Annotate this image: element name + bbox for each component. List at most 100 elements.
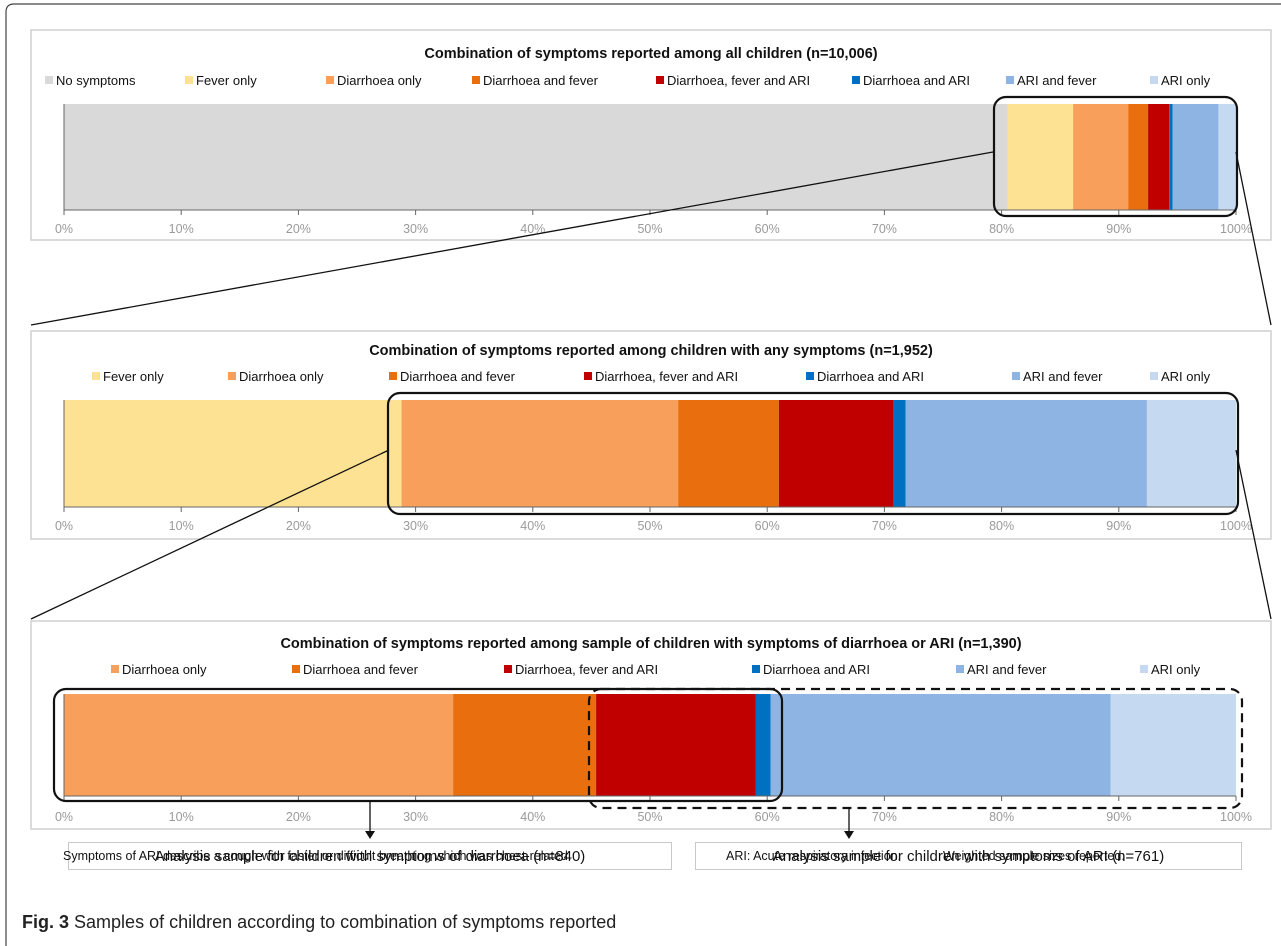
legend-label-diarrhoea-fever-and-ari: Diarrhoea, fever and ARI <box>667 73 810 88</box>
x-tick-label: 50% <box>637 222 662 236</box>
legend-label-diarrhoea-fever-and-ari: Diarrhoea, fever and ARI <box>595 369 738 384</box>
bar-segment-fever-only <box>64 400 402 507</box>
legend-swatch-diarrhoea-fever-and-ari <box>584 372 592 380</box>
legend-swatch-fever-only <box>185 76 193 84</box>
bar-segment-ari-and-fever <box>1172 104 1219 210</box>
zoom-line-2-right <box>1235 449 1272 620</box>
legend-swatch-ari-only <box>1150 76 1158 84</box>
bar-segment-diarrhoea-and-fever <box>1128 104 1149 210</box>
legend-label-diarrhoea-and-ari: Diarrhoea and ARI <box>763 662 870 677</box>
legend-label-no-symptoms: No symptoms <box>56 73 136 88</box>
legend-label-diarrhoea-only: Diarrhoea only <box>337 73 422 88</box>
note-ari-definition: Symptoms of ARI describe a cough with fa… <box>63 849 572 863</box>
x-tick-label: 40% <box>520 810 545 824</box>
panel-2-frame <box>30 330 1272 540</box>
x-tick-label: 40% <box>520 222 545 236</box>
bar-segment-ari-only <box>1146 400 1236 507</box>
x-tick-label: 0% <box>55 222 73 236</box>
zoom-line-1-right <box>1235 151 1272 326</box>
bar-segment-diarrhoea-and-ari <box>893 400 906 507</box>
legend-swatch-diarrhoea-and-fever <box>292 665 300 673</box>
legend-label-diarrhoea-and-fever: Diarrhoea and fever <box>400 369 516 384</box>
x-tick-label: 70% <box>872 810 897 824</box>
bar-segment-diarrhoea-and-ari <box>755 694 771 796</box>
x-tick-label: 90% <box>1106 810 1131 824</box>
bar-segment-diarrhoea-and-fever <box>453 694 597 796</box>
figure-frame <box>5 3 1281 946</box>
figure-caption-text: Samples of children according to combina… <box>74 912 617 932</box>
bar-segment-ari-only <box>1218 104 1236 210</box>
bar-segment-diarrhoea-and-fever <box>678 400 779 507</box>
bar-segment-diarrhoea-fever-and-ari <box>1148 104 1170 210</box>
legend-label-ari-and-fever: ARI and fever <box>1023 369 1103 384</box>
analysis-sample-ari: Analysis sample for children with sympto… <box>695 842 1242 870</box>
legend-swatch-diarrhoea-only <box>228 372 236 380</box>
legend-label-diarrhoea-only: Diarrhoea only <box>239 369 324 384</box>
x-tick-label: 10% <box>169 519 194 533</box>
legend-label-diarrhoea-and-fever: Diarrhoea and fever <box>483 73 599 88</box>
bar-segment-diarrhoea-and-ari <box>1169 104 1173 210</box>
x-tick-label: 70% <box>872 222 897 236</box>
zoom-line-1-left <box>30 151 994 326</box>
legend-swatch-diarrhoea-fever-and-ari <box>504 665 512 673</box>
x-tick-label: 20% <box>286 810 311 824</box>
x-tick-label: 80% <box>989 519 1014 533</box>
x-tick-label: 0% <box>55 810 73 824</box>
note-ari-abbrev: ARI: Acute respiratory infection. <box>726 849 902 863</box>
panel-1-frame <box>30 29 1272 241</box>
x-tick-label: 90% <box>1106 519 1131 533</box>
legend-swatch-no-symptoms <box>45 76 53 84</box>
diarrhoea-arrow-head <box>365 831 375 839</box>
bar-segment-ari-and-fever <box>770 694 1111 796</box>
x-tick-label: 60% <box>755 810 780 824</box>
legend-swatch-diarrhoea-and-fever <box>472 76 480 84</box>
legend-swatch-fever-only <box>92 372 100 380</box>
x-tick-label: 70% <box>872 519 897 533</box>
legend-swatch-diarrhoea-and-fever <box>389 372 397 380</box>
legend-swatch-ari-and-fever <box>956 665 964 673</box>
figure-label: Fig. 3 <box>22 912 70 932</box>
x-tick-label: 20% <box>286 222 311 236</box>
legend-label-diarrhoea-and-fever: Diarrhoea and fever <box>303 662 419 677</box>
x-tick-label: 100% <box>1220 519 1252 533</box>
legend-swatch-diarrhoea-and-ari <box>806 372 814 380</box>
x-tick-label: 0% <box>55 519 73 533</box>
bar-segment-diarrhoea-only <box>401 400 679 507</box>
x-tick-label: 30% <box>403 810 428 824</box>
x-tick-label: 50% <box>637 810 662 824</box>
legend-swatch-ari-only <box>1150 372 1158 380</box>
x-tick-label: 80% <box>989 810 1014 824</box>
analysis-sample-diarrhoea: Analysis sample for children with sympto… <box>68 842 672 870</box>
x-tick-label: 20% <box>286 519 311 533</box>
zoom-line-2-left <box>30 449 390 620</box>
panel-3-frame <box>30 620 1272 830</box>
bar-segment-diarrhoea-only <box>64 694 454 796</box>
bar-segment-diarrhoea-only <box>1073 104 1129 210</box>
legend-swatch-diarrhoea-fever-and-ari <box>656 76 664 84</box>
note-weighted: Weighted sample sizes reported. <box>943 849 1125 863</box>
legend-swatch-diarrhoea-and-ari <box>852 76 860 84</box>
highlight-box-panel-2 <box>386 391 1240 516</box>
x-tick-label: 40% <box>520 519 545 533</box>
x-tick-label: 90% <box>1106 222 1131 236</box>
x-tick-label: 60% <box>755 519 780 533</box>
x-tick-label: 10% <box>169 810 194 824</box>
x-tick-label: 60% <box>755 222 780 236</box>
highlight-box-panel-1 <box>992 95 1239 218</box>
chart-3-title: Combination of symptoms reported among s… <box>280 636 1021 652</box>
legend-label-diarrhoea-and-ari: Diarrhoea and ARI <box>817 369 924 384</box>
legend-label-diarrhoea-fever-and-ari: Diarrhoea, fever and ARI <box>515 662 658 677</box>
diarrhoea-sample-outline <box>52 687 784 803</box>
legend-swatch-ari-and-fever <box>1006 76 1014 84</box>
x-tick-label: 100% <box>1220 810 1252 824</box>
bar-segment-fever-only <box>1007 104 1074 210</box>
ari-sample-outline <box>587 687 1244 810</box>
ari-arrow-head <box>844 831 854 839</box>
bar-segment-diarrhoea-fever-and-ari <box>778 400 894 507</box>
legend-label-ari-and-fever: ARI and fever <box>1017 73 1097 88</box>
legend-swatch-ari-only <box>1140 665 1148 673</box>
legend-label-fever-only: Fever only <box>103 369 164 384</box>
legend-label-ari-only: ARI only <box>1151 662 1201 677</box>
chart-2-title: Combination of symptoms reported among c… <box>369 343 933 359</box>
